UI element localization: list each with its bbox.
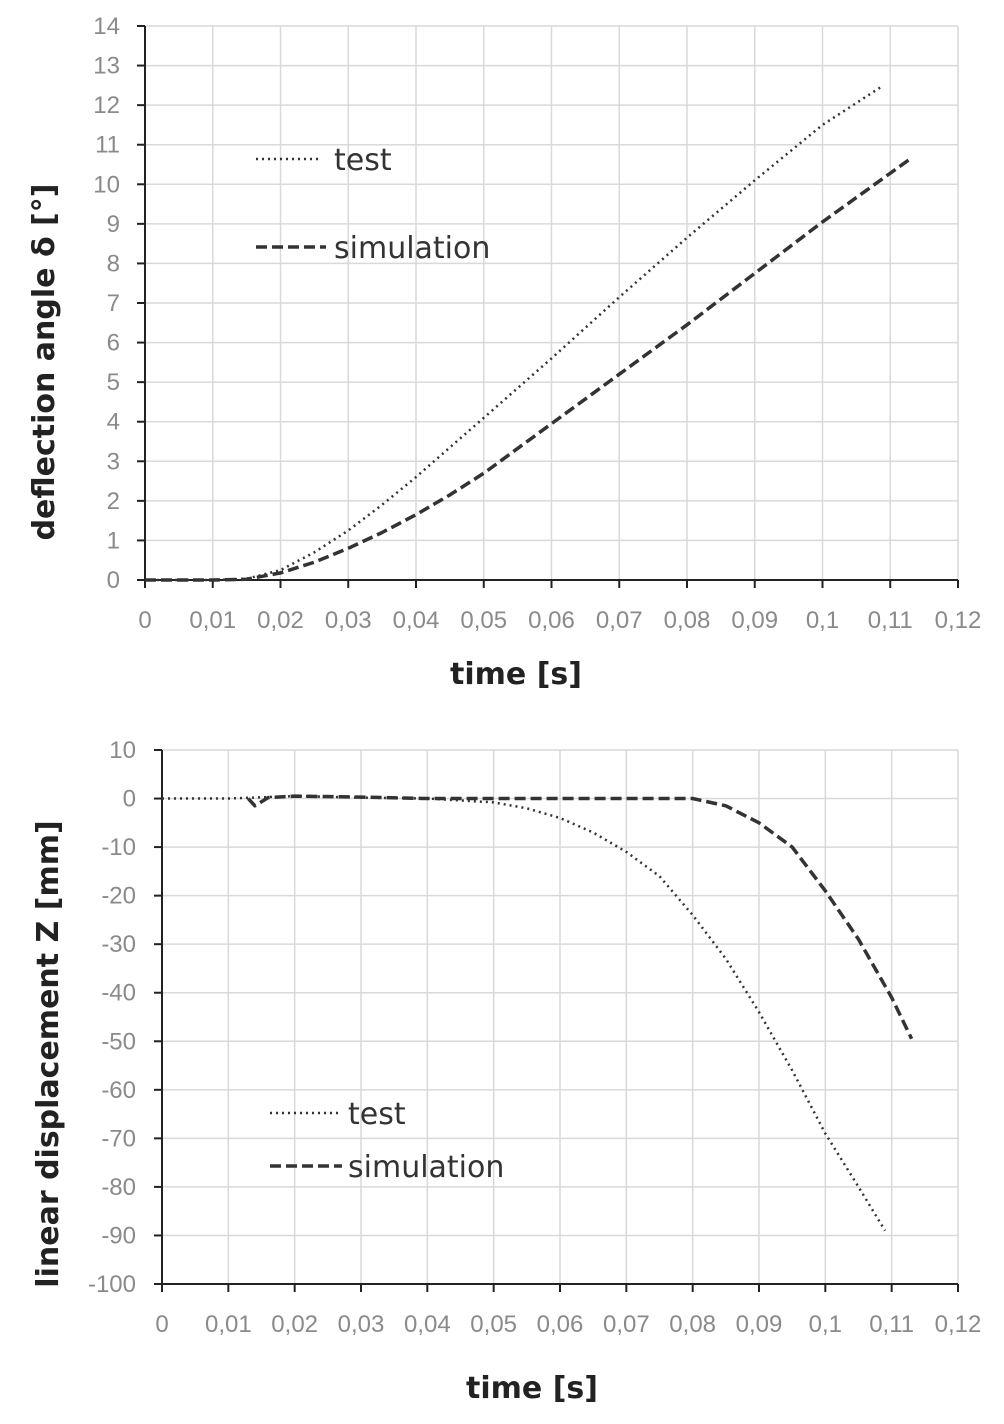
y-tick-label: -50: [101, 1028, 136, 1055]
x-tick-label: 0,04: [404, 1311, 451, 1338]
x-tick-label: 0: [155, 1311, 168, 1338]
x-tick-label: 0,12: [935, 607, 982, 634]
x-axis-label: time [s]: [450, 657, 582, 692]
series: [145, 84, 912, 582]
x-tick-label: 0: [138, 607, 151, 634]
x-tick-label: 0,07: [603, 1311, 650, 1338]
y-tick-label: -90: [101, 1222, 136, 1249]
y-tick-label: 6: [107, 330, 120, 357]
y-tick-label: 8: [107, 250, 120, 277]
x-tick-label: 0,05: [470, 1311, 517, 1338]
legend-test-label: test: [334, 143, 392, 178]
y-tick-label: 7: [107, 290, 120, 317]
series-line-test: [145, 84, 885, 582]
grid: [145, 25, 959, 581]
legend-simulation-label: simulation: [334, 231, 490, 266]
x-tick-label: 0,09: [736, 1311, 783, 1338]
x-tick-label: 0,04: [393, 607, 440, 634]
x-tick-label: 0,02: [257, 607, 304, 634]
y-tick-label: -60: [101, 1077, 136, 1104]
y-axis-label: deflection angle δ [°]: [27, 184, 62, 541]
y-tick-label: 10: [93, 171, 120, 198]
y-tick-label: 10: [109, 737, 136, 764]
y-tick-label: 13: [93, 53, 120, 80]
y-tick-label: 2: [107, 488, 120, 515]
y-tick-label: -100: [88, 1271, 136, 1298]
x-tick-label: 0,02: [271, 1311, 318, 1338]
y-tick-label: 0: [107, 567, 120, 594]
x-tick-label: 0,08: [669, 1311, 716, 1338]
x-tick-label: 0,11: [869, 1311, 914, 1338]
y-tick-label: 5: [107, 369, 120, 396]
y-tick-label: -20: [101, 883, 136, 910]
series-line-simulation: [246, 794, 914, 1040]
y-tick-label: -80: [101, 1174, 136, 1201]
x-tick-label: 0,1: [809, 1311, 842, 1338]
series-line-test: [162, 794, 887, 1232]
series: [162, 794, 914, 1232]
x-axis-label: time [s]: [466, 1371, 598, 1406]
y-tick-label: -70: [101, 1125, 136, 1152]
x-tick-label: 0,01: [205, 1311, 252, 1338]
y-tick-label: -30: [101, 931, 136, 958]
y-tick-label: -10: [101, 834, 136, 861]
y-tick-label: 14: [93, 13, 120, 40]
y-tick-label: 9: [107, 211, 120, 238]
y-tick-label: 3: [107, 448, 120, 475]
deflection-angle-chart: 0 0,01 0,02 0,03 0,04 0,05 0,06 0,07 0,08 0,09 0,1…: [27, 13, 981, 692]
x-tick-label: 0,03: [338, 1311, 385, 1338]
x-tick-label: 0,05: [460, 607, 507, 634]
x-tick-label: 0,07: [596, 607, 643, 634]
x-tick-label: 0,09: [731, 607, 778, 634]
axes: [137, 25, 959, 588]
x-tick-label: 0,1: [806, 607, 839, 634]
x-tick-label: 0,08: [664, 607, 711, 634]
legend-simulation-label: simulation: [348, 1150, 504, 1185]
linear-displacement-chart: 0 0,01 0,02 0,03 0,04 0,05 0,06 0,07 0,08 0,09 0,1…: [31, 737, 981, 1406]
y-tick-label: 0: [123, 786, 136, 813]
legend: test simulation: [270, 1097, 504, 1185]
x-tick-label: 0,06: [537, 1311, 584, 1338]
y-tick-label: 4: [107, 409, 120, 436]
y-tick-label: 12: [93, 92, 120, 119]
y-tick-label: -40: [101, 980, 136, 1007]
legend-test-label: test: [348, 1097, 406, 1132]
x-tick-label: 0,06: [528, 607, 575, 634]
tick-labels: 0 0,01 0,02 0,03 0,04 0,05 0,06 0,07 0,08 0,09 0,1…: [93, 13, 981, 634]
tick-labels: 0 0,01 0,02 0,03 0,04 0,05 0,06 0,07 0,08 0,09 0,1…: [88, 737, 981, 1338]
legend: test simulation: [256, 143, 490, 266]
axes: [154, 749, 959, 1292]
x-tick-label: 0,12: [935, 1311, 982, 1338]
y-tick-label: 1: [107, 527, 120, 554]
x-tick-label: 0,03: [325, 607, 372, 634]
x-tick-label: 0,01: [189, 607, 236, 634]
y-axis-label: linear displacement Z [mm]: [31, 820, 66, 1287]
series-line-simulation: [145, 157, 912, 582]
x-tick-label: 0,11: [868, 607, 913, 634]
grid: [162, 749, 959, 1285]
y-tick-label: 11: [95, 132, 120, 159]
